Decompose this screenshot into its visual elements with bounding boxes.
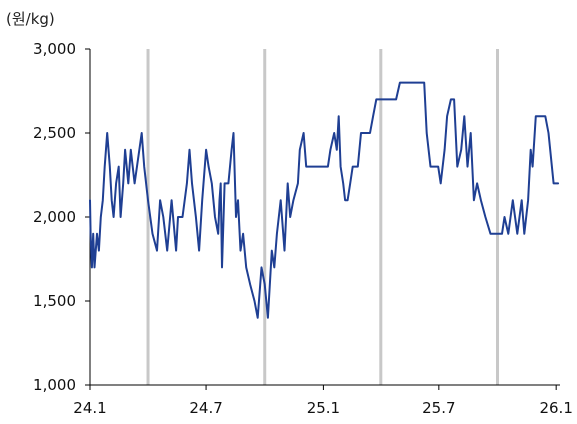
- x-tick-label: 24.1: [73, 399, 106, 417]
- y-tick-label: 1,500: [33, 292, 76, 310]
- y-axis-unit-label: (원/kg): [6, 10, 55, 28]
- x-tick-label: 25.7: [422, 399, 455, 417]
- series-line: [89, 81, 560, 319]
- x-tick-label: 24.7: [189, 399, 222, 417]
- y-tick-label: 1,000: [33, 376, 76, 394]
- x-tick-label: 26.1: [539, 399, 572, 417]
- y-tick-label: 2,500: [33, 124, 76, 142]
- y-tick-label: 2,000: [33, 208, 76, 226]
- x-tick-label: 25.1: [307, 399, 340, 417]
- y-tick-label: 3,000: [33, 40, 76, 58]
